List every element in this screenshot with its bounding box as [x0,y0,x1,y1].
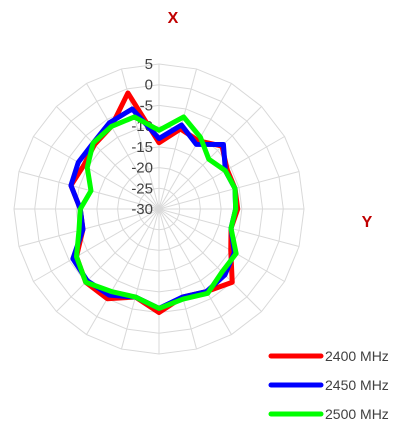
y-direction-label: Y [362,214,373,231]
grid-spoke-20 [33,136,160,210]
tick-label-3: -15 [131,139,153,156]
grid-spoke-10 [158,208,232,335]
tick-label-1: -25 [131,180,153,197]
polar-grid [13,63,305,355]
tick-label-0: -30 [131,201,153,218]
series-layer [68,90,241,316]
tick-label-6: 0 [145,77,153,94]
tick-label-5: -5 [140,97,153,114]
grid-spoke-14 [86,208,160,335]
legend-label-2: 2500 MHz [325,406,389,422]
legend-label-1: 2450 MHz [325,377,389,393]
grid-spoke-17 [18,208,160,248]
grid-spoke-5 [158,170,300,210]
grid-spoke-11 [158,208,198,350]
grid-spoke-21 [56,106,160,210]
grid-spoke-15 [56,208,160,312]
legend: 2400 MHz 2450 MHz 2500 MHz [268,348,389,422]
grid-spoke-9 [158,208,262,312]
x-direction-label: X [168,10,179,27]
series-line-2 [73,114,239,311]
grid-spoke-8 [158,208,285,282]
tick-label-2: -20 [131,160,153,177]
grid-spoke-4 [158,136,285,210]
tick-label-7: 5 [145,56,153,73]
radial-tick-labels: -30-25-20-15-10-505 [131,56,153,218]
legend-label-0: 2400 MHz [325,348,389,364]
grid-spoke-13 [120,208,160,350]
grid-spoke-22 [86,83,160,210]
grid-spoke-16 [33,208,160,282]
grid-spoke-1 [158,68,198,210]
